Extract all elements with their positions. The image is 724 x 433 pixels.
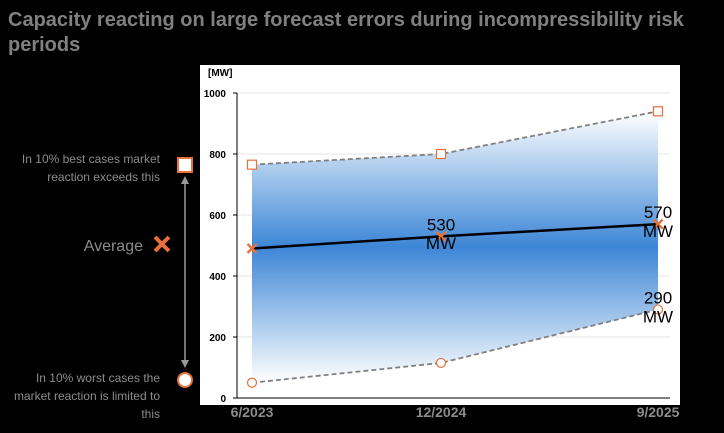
range-band (252, 111, 658, 383)
x-tick-label: 6/2023 (231, 404, 274, 420)
y-tick-label: 400 (209, 272, 226, 283)
marker (246, 243, 258, 254)
marker (435, 148, 447, 160)
y-tick-label: 600 (209, 211, 226, 222)
legend-label: In 10% best cases market reaction exceed… (21, 152, 160, 184)
data-label: 570 MW (643, 203, 673, 241)
marker (246, 159, 258, 170)
legend-marker (177, 157, 193, 173)
marker (652, 106, 664, 117)
y-tick-label: 1000 (204, 89, 227, 100)
series-line (251, 308, 659, 384)
y-tick-label: 0 (220, 394, 226, 405)
marker (435, 230, 447, 242)
y-tick-label: 200 (209, 333, 226, 344)
marker (246, 377, 258, 388)
x-tick-label: 9/2025 (637, 404, 680, 420)
arrow-head (181, 176, 189, 184)
legend-marker (177, 372, 193, 388)
arrow-head (181, 360, 189, 368)
marker (652, 304, 664, 315)
marker (652, 218, 664, 230)
series-line (251, 110, 659, 166)
y-axis-label: [MW] (208, 68, 232, 79)
x-tick-label: 12/2024 (416, 404, 467, 420)
marker (435, 357, 447, 369)
legend-label: Average (83, 238, 143, 255)
data-label: 290 MW (643, 289, 673, 327)
chart-title: Capacity reacting on large forecast erro… (8, 9, 684, 56)
legend-marker (153, 235, 171, 253)
legend-label: In 10% worst cases the market reaction i… (13, 371, 160, 421)
data-label: 530 MW (426, 215, 456, 253)
y-tick-label: 800 (209, 150, 226, 161)
